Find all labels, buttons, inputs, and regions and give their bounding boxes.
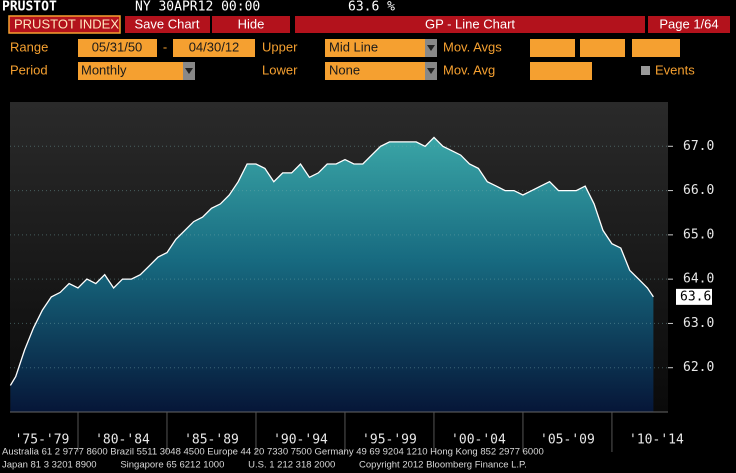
page-label: Page 1/64 <box>659 16 718 31</box>
footer-line: Australia 61 2 9777 8600 Brazil 5511 304… <box>2 447 544 458</box>
page-box <box>648 16 730 33</box>
period-dropdown[interactable] <box>78 62 183 80</box>
period-label: Period <box>10 62 48 77</box>
period-text: Monthly <box>81 62 127 77</box>
x-tick-label: '75-'79 <box>15 433 70 448</box>
y-tick-label: 63.0 <box>683 316 714 331</box>
x-tick-label: '85-'89 <box>184 433 239 448</box>
upper-text: Mid Line <box>329 39 378 54</box>
end-input[interactable] <box>173 39 255 57</box>
ma-input[interactable] <box>580 39 625 57</box>
ma-input[interactable] <box>530 62 592 80</box>
save-label: Save Chart <box>134 16 199 31</box>
function-label: GP - Line Chart <box>425 16 515 31</box>
save-button[interactable] <box>125 16 210 33</box>
hide-label: Hide <box>238 16 265 31</box>
start-input[interactable] <box>78 39 157 57</box>
y-tick-label: 62.0 <box>683 360 714 375</box>
lower-dropdown[interactable] <box>325 62 425 80</box>
last-value-label: 63.6 <box>680 289 711 304</box>
events-label: Events <box>655 62 695 77</box>
events-checkbox[interactable] <box>641 66 650 75</box>
upper-dropdown[interactable] <box>325 39 425 57</box>
last-value: 63.6 % <box>348 0 395 15</box>
line <box>9 136 654 386</box>
function-bar <box>295 16 645 33</box>
footer-line: Japan 81 3 3201 8900 Singapore 65 6212 1… <box>2 460 527 471</box>
hide-button[interactable] <box>212 16 290 33</box>
x-tick-label: '90-'94 <box>273 433 328 448</box>
mov-avg-label: Mov. Avg <box>443 62 495 77</box>
upper-label: Upper <box>262 39 298 54</box>
x-tick-label: '80-'84 <box>95 433 150 448</box>
arrow-icon <box>185 68 193 74</box>
y-tick-label: 66.0 <box>683 183 714 198</box>
lower-label: Lower <box>262 62 298 77</box>
timestamp: NY 30APR12 00:00 <box>135 0 260 15</box>
ticker: PRUSTOT <box>2 0 57 15</box>
last-value-box <box>676 288 712 305</box>
lower-text: None <box>329 62 360 77</box>
mov-avgs-label: Mov. Avgs <box>443 39 502 54</box>
x-tick-label: '05-'09 <box>540 433 595 448</box>
y-tick-label: 67.0 <box>683 139 714 154</box>
ma-input[interactable] <box>632 39 680 57</box>
security-label: PRUSTOT INDEX <box>14 16 119 31</box>
x-tick-label: '10-'14 <box>629 433 684 448</box>
start-text: 05/31/50 <box>92 39 143 54</box>
y-tick-label: 64.0 <box>683 272 714 287</box>
area-fill <box>10 137 654 412</box>
x-tick-label: '95-'99 <box>362 433 417 448</box>
arrow-icon <box>427 45 435 51</box>
range-dash: - <box>163 39 167 54</box>
arrow-icon <box>427 68 435 74</box>
ma-input[interactable] <box>530 39 575 57</box>
security-tab[interactable] <box>8 15 121 34</box>
range-label: Range <box>10 39 48 54</box>
end-text: 04/30/12 <box>189 39 240 54</box>
y-tick-label: 65.0 <box>683 227 714 242</box>
x-tick-label: '00-'04 <box>451 433 506 448</box>
